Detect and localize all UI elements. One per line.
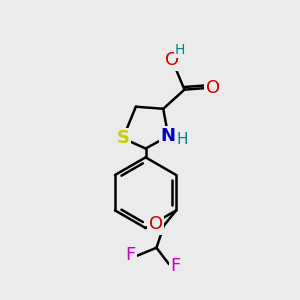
Text: S: S (116, 129, 129, 147)
Text: H: H (175, 43, 185, 57)
Text: N: N (161, 127, 176, 145)
Text: O: O (206, 79, 220, 97)
Text: O: O (165, 51, 179, 69)
Text: H: H (177, 132, 188, 147)
Text: O: O (148, 215, 163, 233)
Text: F: F (170, 257, 180, 275)
Text: F: F (125, 246, 135, 264)
